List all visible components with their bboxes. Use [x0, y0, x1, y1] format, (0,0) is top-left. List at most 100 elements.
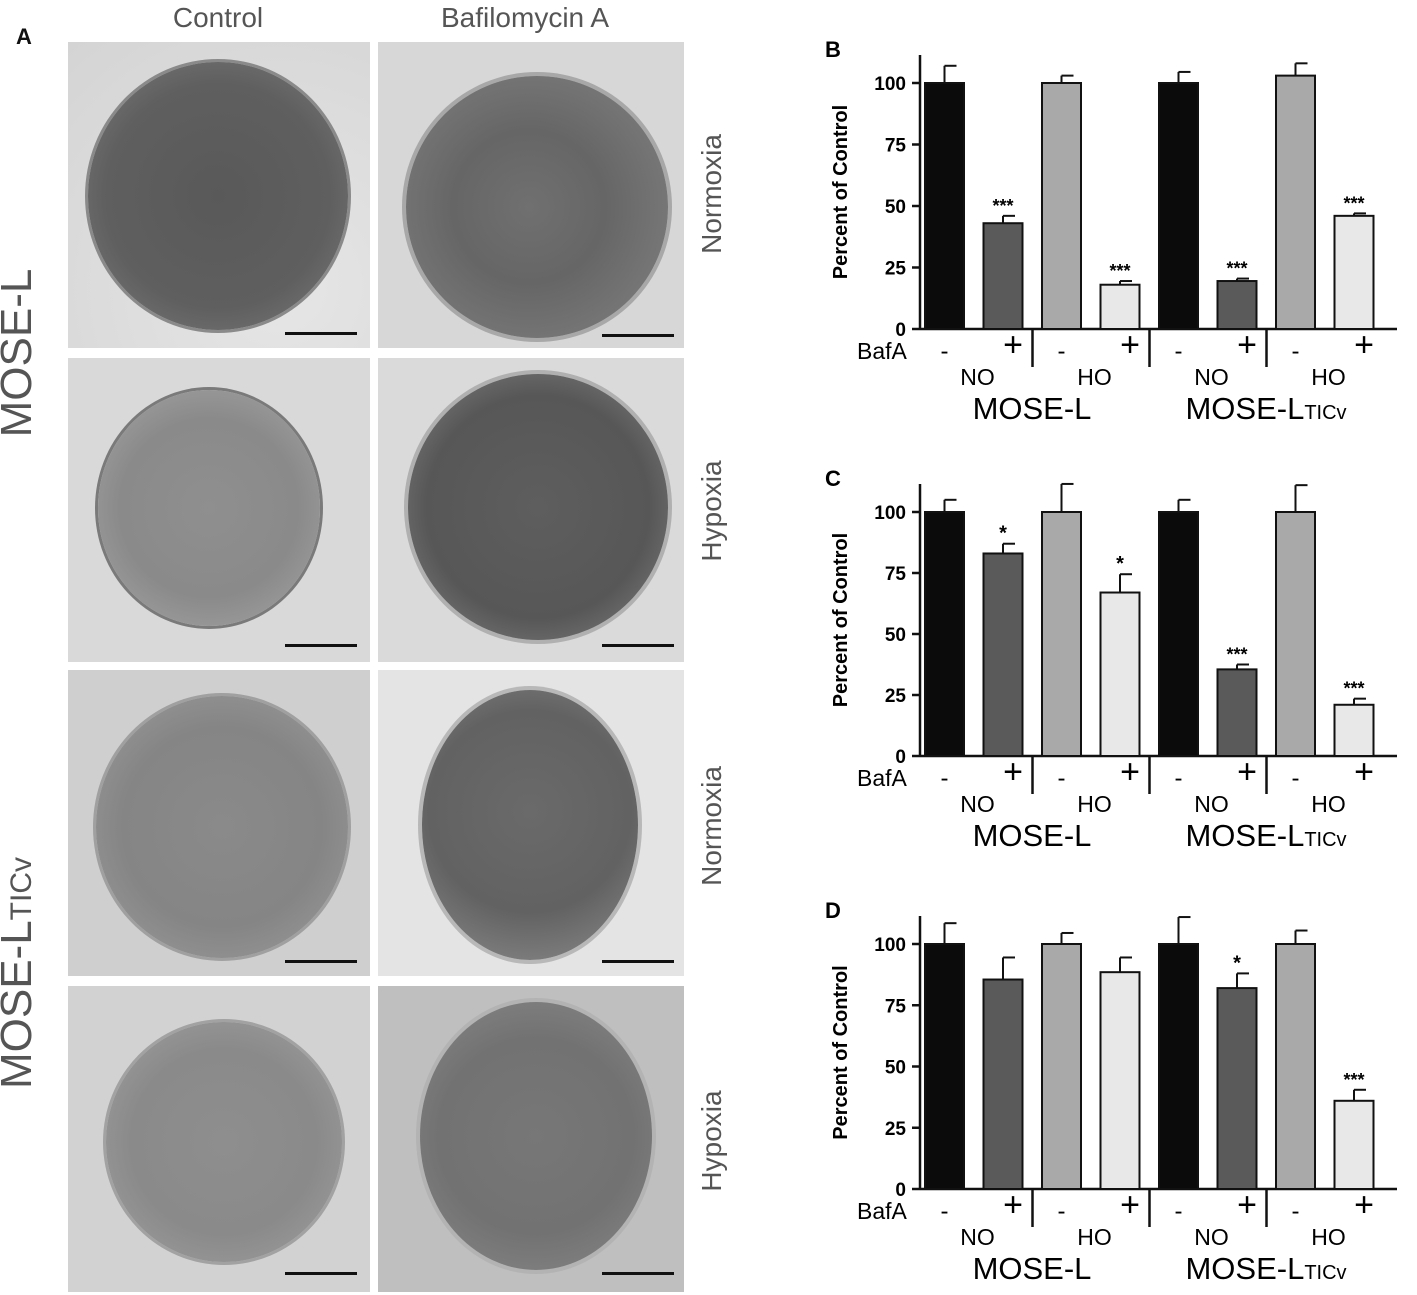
bar: [1275, 943, 1316, 1190]
y-tick-label: 100: [874, 935, 906, 956]
y-tick-label: 25: [885, 686, 907, 707]
oxygen-label: HO: [1311, 364, 1346, 390]
bar: [924, 511, 965, 757]
bafa-sign: +: [1354, 326, 1374, 364]
oxygen-label: NO: [960, 791, 995, 817]
group-label-text: MOSE-L: [1185, 391, 1304, 426]
bafa-row-label: BafA: [857, 338, 908, 364]
scale-bar: [602, 644, 674, 647]
group-label: MOSE-L: [973, 1251, 1092, 1286]
micrograph-mose-l-hypoxia-control: [68, 358, 370, 662]
bafa-sign: -: [941, 1198, 949, 1225]
bar: [982, 978, 1024, 1191]
bar: [1158, 511, 1199, 757]
y-tick-label: 0: [895, 1180, 906, 1201]
bar: [1216, 987, 1258, 1190]
bafa-sign: -: [1175, 765, 1183, 792]
group-label-text: MOSE-L: [973, 818, 1092, 853]
micrograph-mose-l-normoxia-control: [68, 42, 370, 348]
y-tick-label: 100: [874, 74, 906, 95]
y-tick-label: 50: [885, 197, 906, 218]
y-tick-label: 25: [885, 1119, 907, 1140]
significance-label: *: [999, 523, 1007, 545]
bar-chart-b: B 0 25 50 75 100 Percent of Control *** *** *** **…: [825, 37, 1397, 426]
bafa-sign: -: [1058, 1198, 1066, 1225]
bar: [1333, 1099, 1375, 1190]
bafa-sign: +: [1237, 1186, 1257, 1224]
y-tick-label: 75: [885, 996, 907, 1017]
oxygen-label: HO: [1311, 791, 1346, 817]
bafa-sign: +: [1003, 1186, 1023, 1224]
bar: [982, 222, 1024, 330]
micrograph-mose-l-normoxia-bafilomycin: [378, 42, 684, 348]
bafa-sign: -: [1292, 338, 1300, 365]
bar: [1333, 703, 1375, 758]
bar: [924, 943, 965, 1190]
bar: [924, 82, 965, 330]
y-tick-label: 75: [885, 136, 907, 157]
oxygen-label: NO: [1194, 364, 1229, 390]
y-tick-label: 0: [895, 747, 906, 768]
micrograph-mose-l-ticv-normoxia-control: [68, 670, 370, 976]
bafa-row-label: BafA: [857, 765, 908, 791]
y-tick-label: 0: [895, 320, 906, 341]
column-heading-control: Control: [172, 2, 264, 33]
bafa-sign: -: [1058, 765, 1066, 792]
bafa-row-label: BafA: [857, 1198, 908, 1224]
scale-bar: [285, 960, 357, 963]
bafa-sign: +: [1120, 326, 1140, 364]
bar: [1041, 511, 1082, 757]
y-tick-label: 50: [885, 625, 906, 646]
scale-bar: [602, 960, 674, 963]
condition-label-hypoxia-2: Hypoxia: [696, 1090, 727, 1192]
bafa-sign: -: [1292, 1198, 1300, 1225]
scale-bar: [602, 334, 674, 337]
group-label: MOSE-L: [973, 818, 1092, 853]
bafa-sign: -: [941, 338, 949, 365]
bafa-sign: +: [1354, 1186, 1374, 1224]
row-group-label-mose-l-ticv: MOSE-LTICv: [0, 833, 48, 1113]
bar: [1041, 82, 1082, 330]
significance-label: ***: [1343, 193, 1364, 213]
significance-label: ***: [1226, 259, 1247, 279]
bafa-sign: +: [1120, 1186, 1140, 1224]
row-group-label-subscript: TICv: [5, 856, 38, 921]
oxygen-label: HO: [1311, 1224, 1346, 1250]
micrograph-mose-l-hypoxia-bafilomycin: [378, 358, 684, 662]
bar: [1158, 82, 1199, 330]
y-tick-label: 25: [885, 259, 907, 280]
oxygen-label: NO: [1194, 1224, 1229, 1250]
group-label-subscript: TICv: [1304, 402, 1346, 424]
oxygen-label: NO: [1194, 791, 1229, 817]
group-label-subscript: TICv: [1304, 829, 1346, 851]
y-axis-title: Percent of Control: [830, 965, 852, 1139]
panel-letter: B: [825, 37, 841, 62]
condition-label-normoxia-1: Normoxia: [696, 134, 727, 254]
group-label-subscript: TICv: [1304, 1262, 1346, 1284]
bar: [1275, 511, 1316, 757]
micrograph-mose-l-ticv-hypoxia-bafilomycin: [378, 986, 684, 1292]
y-axis-title: Percent of Control: [830, 105, 852, 279]
bafa-sign: -: [1175, 338, 1183, 365]
row-group-label-text: MOSE-L: [0, 268, 41, 438]
bar: [1099, 971, 1141, 1190]
oxygen-label: NO: [960, 364, 995, 390]
group-label-text: MOSE-L: [973, 1251, 1092, 1286]
condition-label-hypoxia-1: Hypoxia: [696, 460, 727, 562]
oxygen-label: HO: [1077, 1224, 1112, 1250]
bar: [982, 552, 1024, 758]
y-axis-title: Percent of Control: [830, 533, 852, 707]
micrograph-mose-l-ticv-normoxia-bafilomycin: [378, 670, 684, 976]
significance-label: *: [1116, 553, 1124, 575]
group-label-text: MOSE-L: [1185, 1251, 1304, 1286]
oxygen-label: NO: [960, 1224, 995, 1250]
bafa-sign: +: [1003, 753, 1023, 791]
group-label-text: MOSE-L: [1185, 818, 1304, 853]
bafa-sign: +: [1003, 326, 1023, 364]
bafa-sign: -: [1175, 1198, 1183, 1225]
y-tick-label: 100: [874, 503, 906, 524]
oxygen-label: HO: [1077, 364, 1112, 390]
bar: [1041, 943, 1082, 1190]
bar: [1158, 943, 1199, 1190]
